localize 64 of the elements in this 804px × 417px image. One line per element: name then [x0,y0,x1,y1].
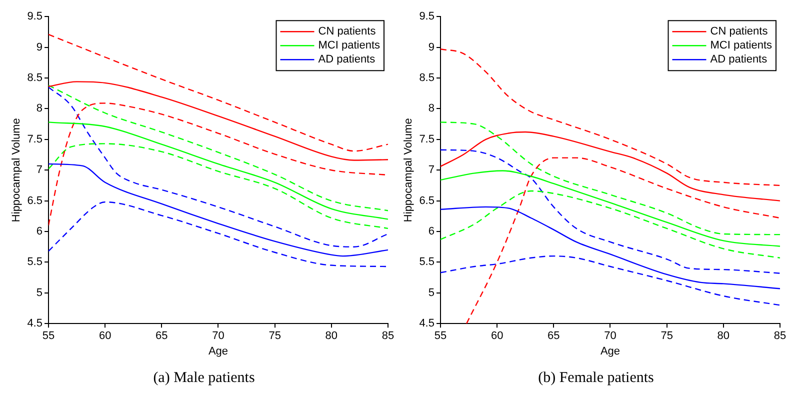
line-series [466,157,780,324]
legend-label: MCI patients [318,40,380,52]
y-tick-label: 7 [36,164,42,176]
y-tick-label: 7 [428,164,434,176]
line-series [440,149,780,274]
x-tick-label: 80 [717,330,730,342]
line-series [48,86,388,248]
x-tick-label: 65 [548,330,560,342]
line-series [48,143,388,230]
x-tick-label: 80 [325,330,338,342]
legend-label: CN patients [710,26,768,38]
y-tick-label: 6.5 [419,194,434,207]
y-tick-label: 5 [428,286,434,299]
x-tick-label: 75 [660,330,673,342]
y-tick-label: 4.5 [419,318,434,330]
line-series [440,255,780,306]
text: (b) Female patients [537,370,655,387]
y-tick-label: 5.5 [27,256,42,268]
x-tick-label: 55 [434,330,447,342]
y-tick-label: 6.5 [27,194,42,207]
line-series [48,122,388,220]
line-series [48,102,388,226]
y-tick-label: 8 [428,102,434,115]
y-tick-label: 5 [36,286,42,299]
legend-label: MCI patients [710,40,772,52]
y-axis-title: Hippocampal Volume [402,118,415,222]
y-axis-title: Hippocampal Volume [10,118,23,222]
y-tick-label: 7.5 [27,133,42,146]
x-tick-label: 60 [490,330,504,342]
line-series [48,163,388,257]
y-tick-label: 4.5 [27,318,42,330]
x-tick-label: 85 [382,330,394,342]
legend-label: CN patients [318,26,376,38]
legend-label: AD patients [710,54,768,66]
y-tick-label: 9 [428,41,434,54]
y-tick-label: 8 [36,102,42,115]
line-series [440,122,780,236]
x-tick-label: 70 [604,330,616,342]
x-tick-label: 70 [212,330,224,342]
y-tick-label: 5.5 [419,256,434,268]
line-series [48,201,388,268]
y-tick-label: 8.5 [419,72,434,84]
x-axis-title: Age [208,345,228,358]
y-tick-label: 6 [36,226,42,238]
y-tick-label: 7.5 [419,133,434,146]
x-axis-title: Age [600,345,620,358]
x-tick-label: 60 [98,330,112,342]
line-series [440,206,780,290]
y-tick-label: 6 [428,226,434,238]
legend-label: AD patients [318,54,376,66]
line-series [440,131,780,202]
x-tick-label: 85 [774,330,786,342]
x-tick-label: 65 [156,330,168,342]
x-tick-label: 75 [268,330,281,342]
text: (a) Male patients [152,370,256,387]
y-tick-label: 8.5 [27,72,42,84]
line-series [48,81,388,161]
y-tick-label: 9.5 [419,10,434,23]
y-tick-label: 9.5 [27,10,42,23]
line-series [48,84,388,212]
line-series [440,170,780,247]
y-tick-label: 9 [36,41,42,54]
line-series [440,190,780,258]
x-tick-label: 55 [42,330,55,342]
